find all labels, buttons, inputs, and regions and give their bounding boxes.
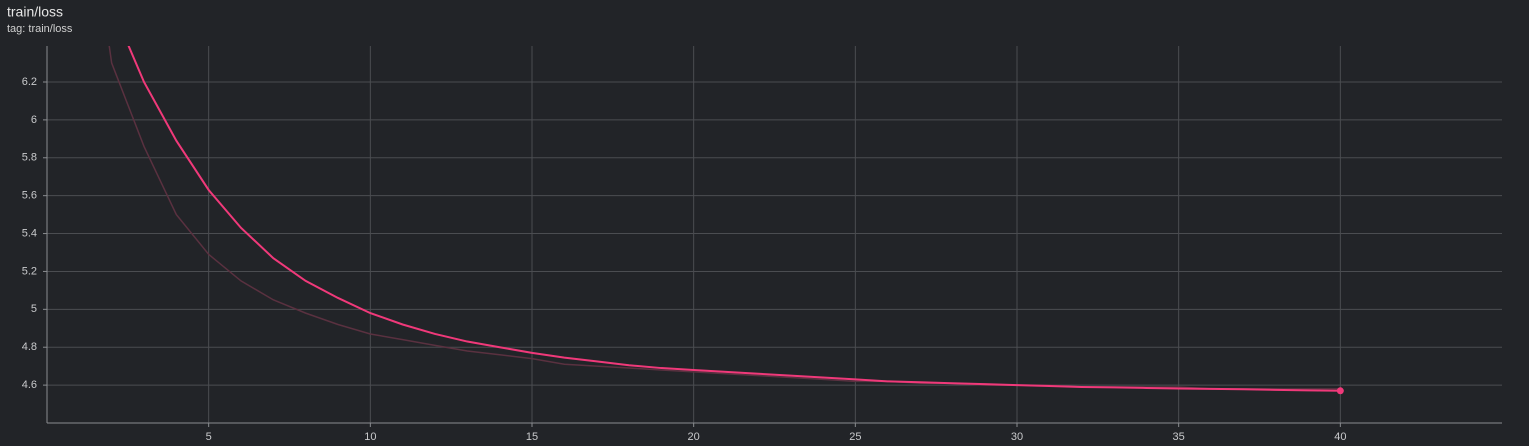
- line-series: [127, 46, 1341, 392]
- x-tick-label: 35: [1173, 431, 1185, 443]
- y-tick-label: 5: [31, 303, 37, 315]
- chart-title: train/loss: [7, 4, 63, 20]
- y-tick-label: 5.6: [22, 190, 37, 202]
- y-tick-label: 5.8: [22, 152, 37, 164]
- x-tick-label: 10: [364, 431, 376, 443]
- plot-area: 4.6 4.8 5 5.2 5.4 5.6 5.8 6 6.2 5 10 15 20 25 30 35 40: [22, 46, 1502, 443]
- end-point: [1336, 387, 1344, 395]
- x-tick-label: 15: [526, 431, 538, 443]
- y-tick-label: 4.8: [22, 341, 37, 353]
- y-tick-label: 5.2: [22, 265, 37, 277]
- x-tick-label: 5: [206, 431, 212, 443]
- x-tick-label: 20: [688, 431, 700, 443]
- y-tick-label: 6.2: [22, 76, 37, 88]
- x-tick-label: 30: [1011, 431, 1023, 443]
- chart-subtitle: tag: train/loss: [7, 23, 73, 35]
- y-tick-label: 5.4: [22, 227, 37, 239]
- y-tick-label: 6: [31, 114, 37, 126]
- line-series: [108, 46, 1341, 390]
- x-tick-label: 40: [1334, 431, 1346, 443]
- x-tick-label: 25: [849, 431, 861, 443]
- y-tick-label: 4.6: [22, 379, 37, 391]
